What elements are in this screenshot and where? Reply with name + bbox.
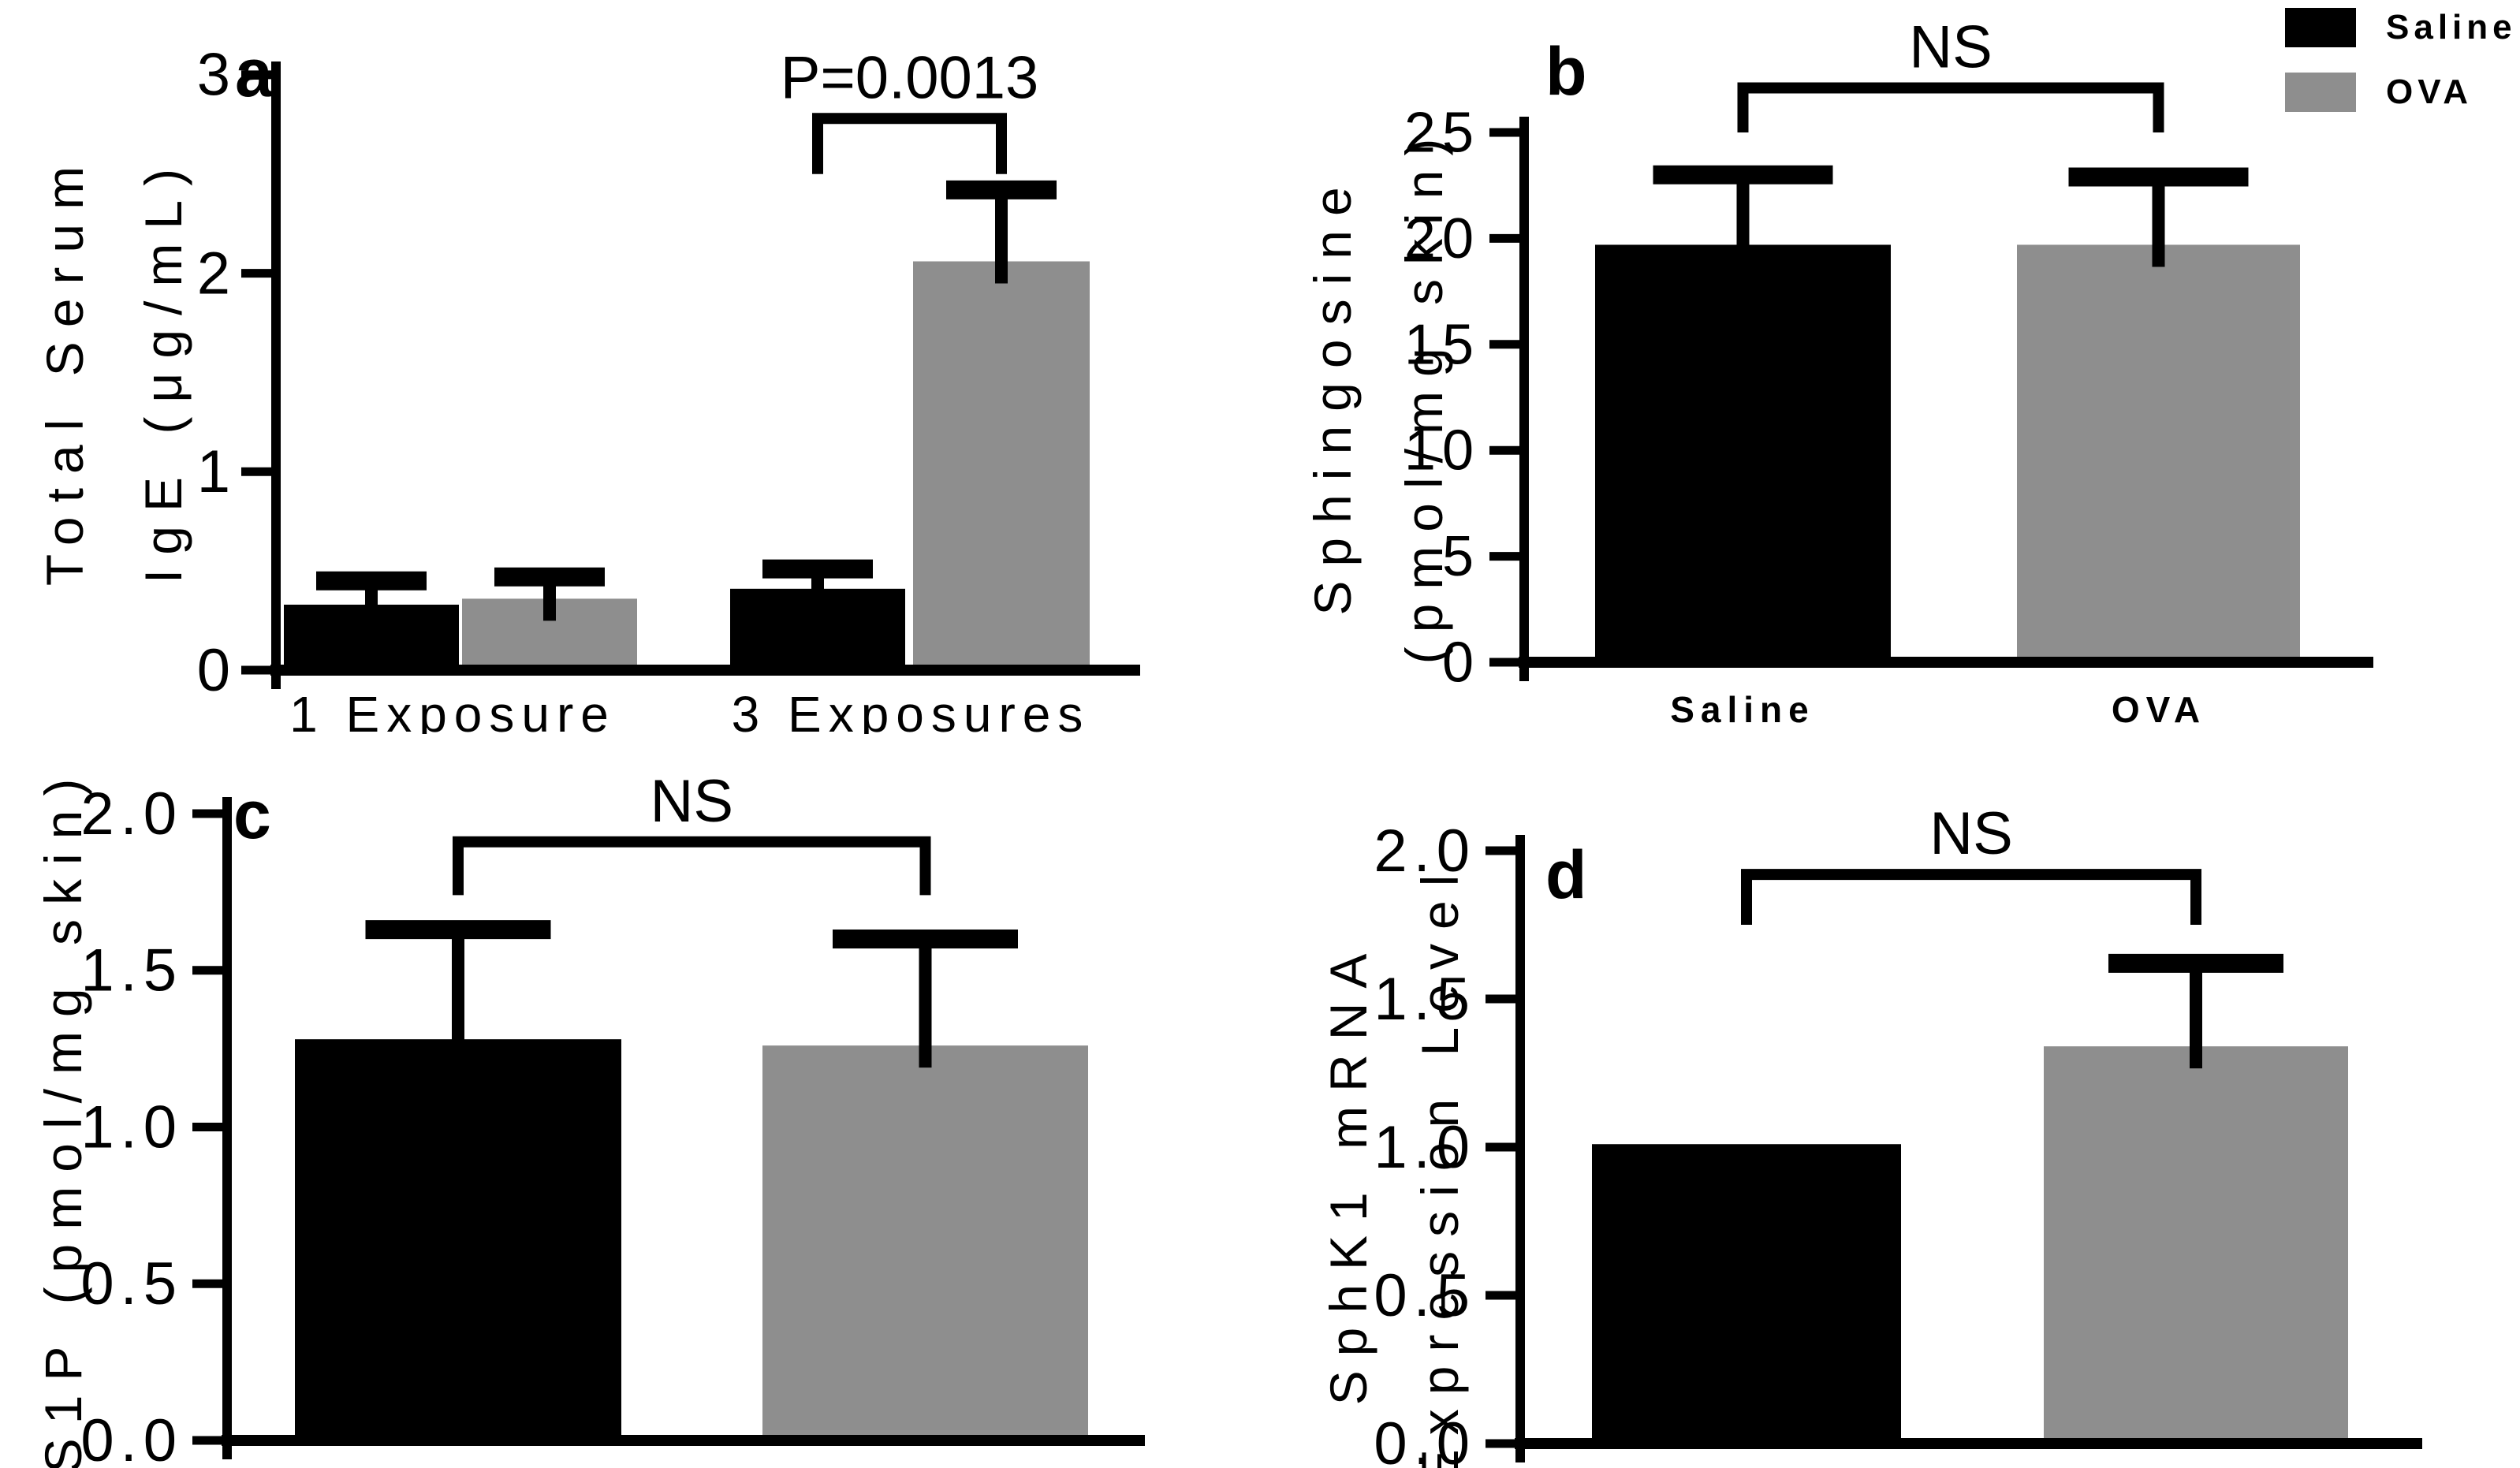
y-axis-title: IgE (μg/mL) bbox=[134, 155, 192, 583]
panel-d: 0.0 0.5 1.0 1.5 2.0 SphK1 mRNA Expression Leve… bbox=[1260, 734, 2520, 1468]
significance-bracket bbox=[1741, 869, 2201, 925]
y-tick-label: 0.0 bbox=[80, 1407, 183, 1468]
legend-label-ova: OVA bbox=[2386, 73, 2473, 111]
significance-bracket bbox=[1737, 82, 2164, 132]
chart-total-serum-ige: 0 1 2 3 1 Exposure 3 Exposures Total Serum IgE … bbox=[35, 35, 1140, 734]
y-axis-title: Total Serum bbox=[35, 152, 94, 586]
bar-b-ova-ova bbox=[2017, 244, 2300, 662]
y-tick-label: 0 bbox=[197, 637, 232, 704]
y-tick-label: 1.5 bbox=[80, 937, 183, 1004]
y-tick-label: 0.5 bbox=[1374, 1262, 1476, 1329]
ova-swatch-icon bbox=[2285, 73, 2356, 112]
legend-item-saline: Saline bbox=[2285, 8, 2517, 47]
y-tick-label: 2.0 bbox=[80, 781, 183, 848]
y-axis-title: SphK1 mRNA bbox=[1319, 940, 1377, 1406]
y-tick-label: 15 bbox=[1404, 313, 1480, 376]
significance-bracket bbox=[453, 836, 931, 896]
significance-label: NS bbox=[1929, 800, 2013, 867]
panel-c: 0.0 0.5 1.0 1.5 2.0 S1P (pmol/mg skin) NS c bbox=[0, 734, 1260, 1468]
legend: Saline OVA bbox=[2285, 8, 2517, 112]
bar-c-saline-saline bbox=[295, 1039, 621, 1440]
y-tick-label: 1 bbox=[197, 438, 232, 505]
y-tick-label: 1.5 bbox=[1374, 966, 1476, 1033]
legend-item-ova: OVA bbox=[2285, 73, 2517, 112]
y-axis-title: S1P (pmol/mg skin) bbox=[34, 765, 92, 1468]
x-category-label: 1 Exposure bbox=[289, 686, 616, 734]
legend-label-saline: Saline bbox=[2386, 8, 2517, 47]
x-category-label: OVA bbox=[2112, 689, 2206, 730]
bar-d-saline-saline bbox=[1592, 1144, 1901, 1444]
y-tick-label: 20 bbox=[1404, 207, 1480, 270]
y-tick-label: 0.5 bbox=[80, 1250, 183, 1317]
significance-label: NS bbox=[1909, 14, 1993, 81]
x-category-label: Saline bbox=[1670, 689, 1815, 730]
saline-swatch-icon bbox=[2285, 8, 2356, 47]
panel-letter-a: a bbox=[235, 35, 274, 111]
y-axis-title: Sphingosine bbox=[1303, 173, 1362, 615]
y-tick-label: 0 bbox=[1442, 631, 1480, 694]
panel-letter-d: d bbox=[1545, 837, 1587, 913]
x-category-label: 3 Exposures bbox=[732, 686, 1090, 734]
chart-sphingosine: 0 5 10 15 20 25 Saline OVA Sphingosine (pmol/mg s… bbox=[1303, 14, 2373, 730]
bar-a-ova-3-exposures bbox=[913, 261, 1090, 670]
bar-b-saline-saline bbox=[1595, 244, 1891, 662]
significance-label: P=0.0013 bbox=[781, 44, 1039, 111]
panel-a: 0 1 2 3 1 Exposure 3 Exposures Total Serum IgE … bbox=[0, 0, 1260, 734]
bar-d-ova-ova bbox=[2044, 1046, 2348, 1444]
panel-b: 0 5 10 15 20 25 Saline OVA Sphingosine (pmol/mg s… bbox=[1260, 0, 2520, 734]
panel-letter-c: c bbox=[233, 777, 271, 853]
significance-label: NS bbox=[650, 768, 733, 835]
y-axis-title: (pmol/mg skin) bbox=[1395, 125, 1453, 665]
y-tick-label: 2.0 bbox=[1374, 818, 1476, 885]
y-tick-label: 5 bbox=[1442, 525, 1480, 588]
y-tick-label: 3 bbox=[197, 42, 232, 109]
panel-letter-b: b bbox=[1545, 34, 1587, 110]
significance-bracket bbox=[812, 113, 1007, 174]
y-axis-title: Expression Level bbox=[1411, 861, 1469, 1468]
y-tick-label: 2 bbox=[197, 240, 232, 307]
y-tick-label: 1.0 bbox=[1374, 1114, 1476, 1181]
y-tick-label: 1.0 bbox=[80, 1094, 183, 1161]
bar-c-ova-ova bbox=[762, 1045, 1088, 1440]
y-tick-label: 10 bbox=[1404, 419, 1480, 483]
chart-sphk1-mrna: 0.0 0.5 1.0 1.5 2.0 SphK1 mRNA Expression Leve… bbox=[1319, 800, 2422, 1468]
y-tick-label: 0.0 bbox=[1374, 1410, 1476, 1468]
y-tick-label: 25 bbox=[1404, 101, 1480, 164]
